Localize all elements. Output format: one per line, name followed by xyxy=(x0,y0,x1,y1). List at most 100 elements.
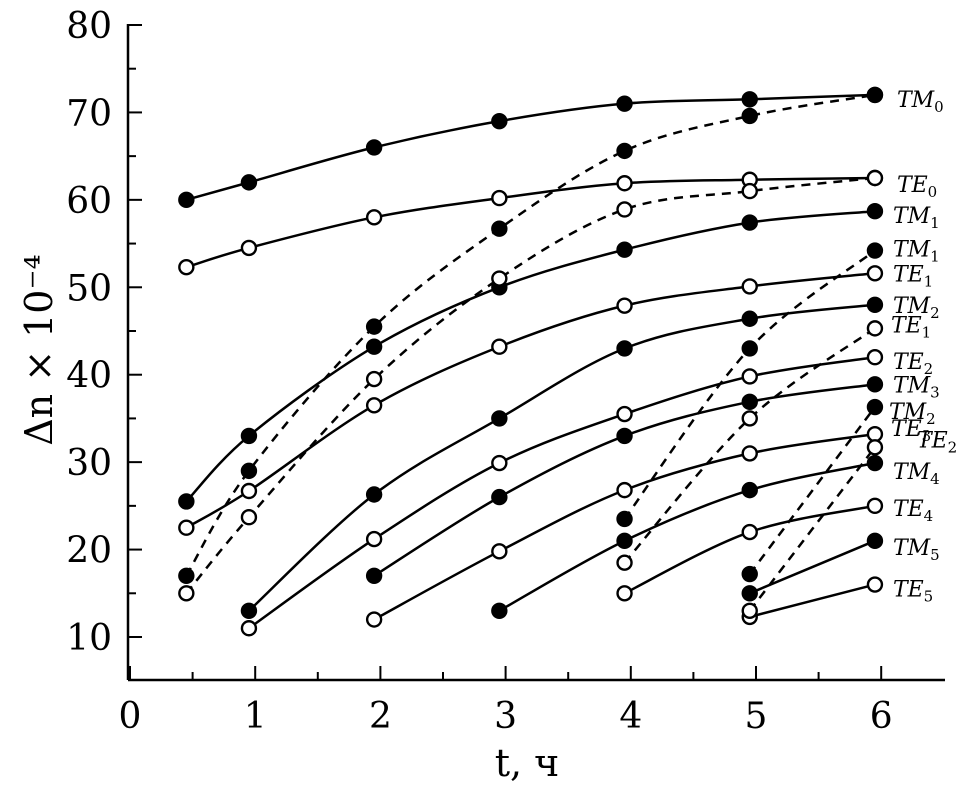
series-line-tm2-dashed xyxy=(748,406,876,575)
data-point-tm1 xyxy=(240,427,258,445)
data-point-tm0 xyxy=(491,220,508,237)
data-point-te3 xyxy=(741,445,758,462)
curves xyxy=(185,93,876,630)
y-tick-label: 40 xyxy=(66,356,112,397)
series-label-tm1: TM1 xyxy=(893,238,940,266)
series-label-subscript: 5 xyxy=(930,546,940,564)
y-tick-label: 20 xyxy=(66,531,112,572)
series-label-te1: TE1 xyxy=(893,262,933,290)
data-point-te0 xyxy=(491,189,508,207)
series-label-subscript: 2 xyxy=(926,410,936,428)
data-point-te4 xyxy=(741,523,758,541)
series-label-subscript: 4 xyxy=(930,470,940,488)
series-label-tm3: TM3 xyxy=(893,373,940,401)
data-point-tm2 xyxy=(741,310,758,327)
data-point-tm2 xyxy=(365,486,383,503)
data-point-te2 xyxy=(491,454,508,472)
data-point-te2 xyxy=(616,405,633,423)
data-point-te1 xyxy=(178,519,195,536)
data-point-tm5 xyxy=(866,532,884,550)
data-point-tm0 xyxy=(741,107,758,125)
y-tick-label: 10 xyxy=(66,618,112,659)
data-point-tm2 xyxy=(866,398,884,416)
data-point-tm2 xyxy=(240,602,258,619)
series-label-main: TE xyxy=(893,262,924,287)
data-point-tm4 xyxy=(616,532,633,550)
data-point-tm3 xyxy=(741,393,758,411)
series-label-main: TE xyxy=(893,497,924,522)
x-tick-label: 5 xyxy=(745,696,768,737)
series-label-main: TM xyxy=(889,400,927,425)
series-line-tm4-solid xyxy=(498,461,876,612)
x-axis-title: t, ч xyxy=(495,741,560,785)
x-tick-label: 1 xyxy=(244,696,267,737)
data-point-tm1 xyxy=(178,493,195,510)
series-label-subscript: 3 xyxy=(922,427,932,445)
series-line-te2-dashed xyxy=(748,446,876,612)
series-label-main: TE xyxy=(893,350,924,375)
series-label-tm4: TM4 xyxy=(893,460,940,488)
series-label-main: TE xyxy=(917,428,948,453)
series-label-subscript: 1 xyxy=(930,248,940,266)
data-point-tm1 xyxy=(616,510,633,528)
data-point-tm1 xyxy=(365,338,383,355)
series-line-te2-solid xyxy=(248,355,876,630)
data-point-te1 xyxy=(741,410,758,427)
data-point-tm2 xyxy=(491,410,508,427)
data-point-tm0 xyxy=(491,112,508,130)
data-point-tm2 xyxy=(616,340,633,357)
series-label-te0: TE0 xyxy=(897,173,937,201)
markers xyxy=(178,86,884,637)
data-point-te1 xyxy=(365,397,383,414)
data-point-te1 xyxy=(491,338,508,355)
series-label-subscript: 0 xyxy=(934,98,944,116)
series-label-tm2: TM2 xyxy=(893,294,940,322)
data-point-tm0 xyxy=(365,318,383,335)
series-label-main: TM xyxy=(893,460,931,485)
data-point-tm0 xyxy=(178,191,195,209)
data-point-te0 xyxy=(178,258,195,276)
data-point-te3 xyxy=(616,481,633,499)
y-tick-label: 30 xyxy=(66,443,112,484)
series-label-subscript: 4 xyxy=(924,507,934,525)
data-point-te2 xyxy=(741,368,758,385)
data-point-te0 xyxy=(178,585,195,602)
data-point-te2 xyxy=(240,620,258,637)
data-point-tm2 xyxy=(741,565,758,583)
data-point-tm4 xyxy=(491,602,508,619)
data-point-tm1 xyxy=(866,203,884,220)
data-point-te1 xyxy=(616,297,633,314)
data-point-te3 xyxy=(491,543,508,560)
series-line-tm5-solid xyxy=(749,539,876,595)
series-label-subscript: 1 xyxy=(922,323,932,341)
data-point-tm0 xyxy=(178,567,195,584)
data-point-tm1 xyxy=(616,241,633,258)
series-label-tm1: TM1 xyxy=(893,204,940,232)
data-point-te4 xyxy=(616,585,633,602)
series-line-te0-dashed xyxy=(185,176,876,595)
data-point-te2 xyxy=(741,602,758,619)
data-point-te0 xyxy=(616,201,633,218)
data-point-te1 xyxy=(866,265,884,282)
series-label-te5: TE5 xyxy=(893,578,933,606)
series-label-tm0: TM0 xyxy=(897,88,944,116)
data-point-tm0 xyxy=(365,139,383,156)
data-point-te0 xyxy=(616,175,633,192)
data-point-te0 xyxy=(741,182,758,200)
data-point-tm0 xyxy=(741,91,758,108)
x-tick-label: 3 xyxy=(494,696,517,737)
series-line-te1-dashed xyxy=(623,327,876,564)
series-line-te5-solid xyxy=(749,583,876,619)
data-point-tm0 xyxy=(240,462,258,480)
series-label-subscript: 5 xyxy=(924,588,934,606)
data-point-te2 xyxy=(866,439,884,456)
data-point-tm1 xyxy=(866,242,884,259)
data-point-tm0 xyxy=(616,95,633,112)
y-tick-label: 60 xyxy=(66,181,112,222)
x-tick-label: 4 xyxy=(619,696,642,737)
series-line-te0-solid xyxy=(185,176,875,269)
data-point-te1 xyxy=(616,554,633,571)
data-point-te0 xyxy=(491,270,508,287)
